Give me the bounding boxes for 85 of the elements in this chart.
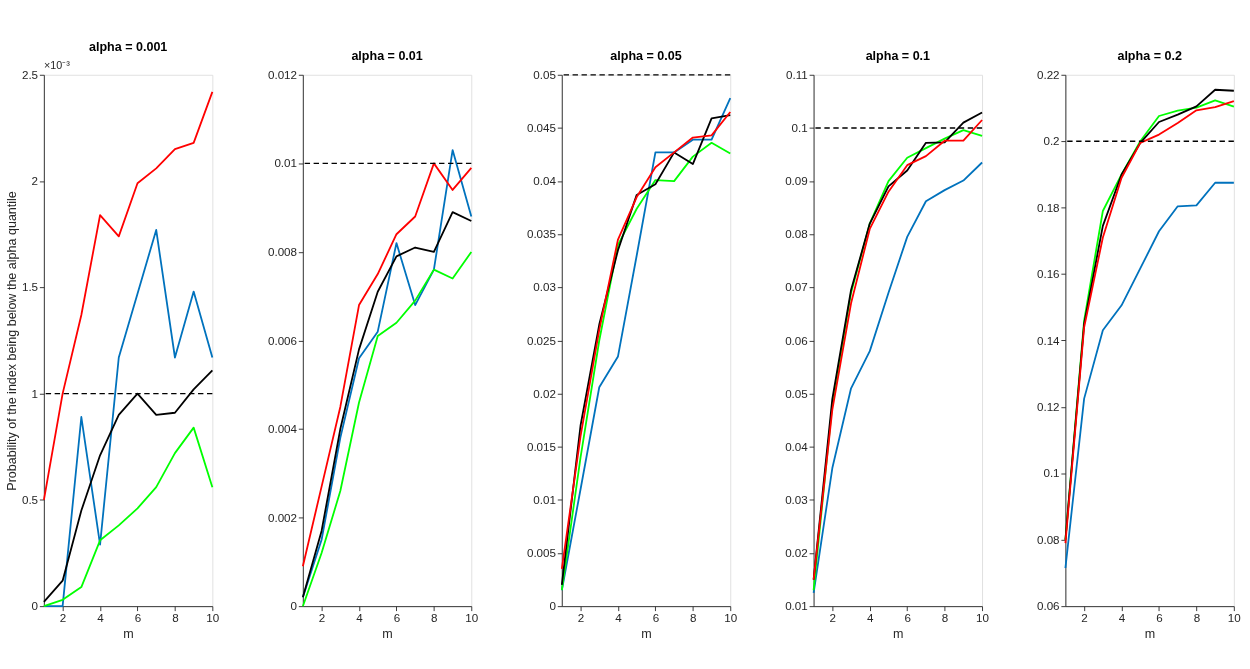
- chart-title: alpha = 0.1: [865, 48, 931, 63]
- y-tick-label: 0.1: [791, 120, 808, 134]
- line-series: [43, 369, 214, 603]
- line-series: [43, 229, 214, 608]
- y-tick-label: 0.01: [785, 599, 808, 613]
- y-tick-label: 0.02: [785, 546, 808, 560]
- y-tick-label: 0.005: [526, 546, 556, 560]
- y-tick-label: 0: [290, 599, 298, 613]
- x-tick-label: 8: [941, 610, 949, 624]
- y-tick-label: 0.1: [1043, 466, 1060, 480]
- x-tick-label: 2: [318, 610, 326, 624]
- x-axis-title: m: [893, 626, 904, 641]
- x-tick-label: 4: [615, 610, 623, 624]
- y-tick-label: 1: [31, 386, 39, 400]
- y-tick-label: 0.035: [526, 227, 556, 241]
- y-tick-label: 2: [31, 174, 39, 188]
- y-tick-label: 0.03: [533, 280, 556, 294]
- x-tick-label: 10: [1227, 610, 1242, 624]
- y-tick-label: 0.04: [533, 174, 557, 188]
- y-tick-label: 2.5: [21, 67, 39, 81]
- x-tick-label: 8: [1193, 610, 1201, 624]
- x-tick-label: 2: [577, 610, 585, 624]
- x-tick-label: 6: [393, 610, 401, 624]
- y-tick-label: 0.09: [785, 174, 808, 188]
- y-tick-label: 0.06: [1036, 599, 1060, 613]
- x-axis-title: m: [382, 626, 393, 641]
- chart-title: alpha = 0.2: [1117, 48, 1182, 63]
- y-tick-label: 0.14: [1036, 333, 1061, 347]
- x-tick-label: 2: [829, 610, 837, 624]
- chart-title: alpha = 0.001: [88, 39, 168, 54]
- y-tick-label: 0.11: [786, 67, 808, 81]
- y-tick-label: 0.05: [533, 67, 556, 81]
- y-tick-label: 0.008: [267, 244, 298, 258]
- x-tick-label: 2: [1081, 610, 1088, 624]
- x-tick-label: 6: [134, 610, 142, 624]
- line-series: [1064, 181, 1235, 569]
- y-tick-label: 0.002: [267, 510, 298, 524]
- y-tick-label: 0.22: [1036, 67, 1060, 81]
- x-axis-title: m: [123, 626, 134, 641]
- y-tick-label: 0.01: [274, 156, 298, 170]
- y-tick-label: 0.07: [785, 280, 808, 294]
- chart-title: alpha = 0.01: [351, 48, 423, 63]
- x-tick-label: 10: [465, 610, 479, 624]
- y-tick-label: 0.03: [785, 492, 808, 506]
- x-axis-title: m: [1144, 626, 1156, 641]
- x-tick-label: 10: [976, 610, 990, 624]
- y-tick-label: 0.004: [267, 422, 298, 436]
- y-tick-label: 1.5: [21, 280, 39, 294]
- x-tick-label: 6: [652, 610, 660, 624]
- x-tick-label: 4: [97, 610, 105, 624]
- y-tick-label: 0.2: [1043, 134, 1060, 148]
- x-tick-label: 4: [866, 610, 874, 624]
- line-series: [43, 90, 214, 501]
- y-tick-label: 0.045: [526, 120, 556, 134]
- x-tick-label: 8: [172, 610, 179, 624]
- x-tick-label: 4: [1118, 610, 1126, 624]
- y-tick-label: 0.08: [1036, 532, 1060, 546]
- y-tick-label: 0.12: [1036, 399, 1060, 413]
- y-tick-label: 0.5: [21, 492, 39, 506]
- x-tick-label: 8: [690, 610, 697, 624]
- y-tick-label: 0.012: [267, 67, 298, 81]
- y-tick-label: 0.16: [1036, 267, 1060, 281]
- text: ×10⁻³: [43, 59, 71, 72]
- x-axis-title: m: [641, 626, 652, 641]
- y-tick-label: 0: [31, 599, 39, 613]
- x-tick-label: 10: [206, 610, 220, 624]
- y-tick-label: 0.025: [526, 333, 556, 347]
- y-tick-label: 0.02: [533, 386, 556, 400]
- y-tick-label: 0.04: [785, 439, 809, 453]
- y-tick-label: 0.01: [533, 492, 556, 506]
- y-tick-label: 0.05: [785, 386, 808, 400]
- y-tick-label: 0: [549, 599, 557, 613]
- x-tick-label: 6: [904, 610, 911, 624]
- x-tick-label: 8: [431, 610, 438, 624]
- y-tick-label: 0.006: [267, 333, 298, 347]
- y-tick-label: 0.06: [785, 333, 808, 347]
- x-tick-label: 4: [356, 610, 364, 624]
- x-tick-label: 6: [1156, 610, 1163, 624]
- chart-title: alpha = 0.05: [610, 48, 682, 63]
- y-axis-title: Probability of the index being below the alpha quantile: [4, 191, 19, 491]
- x-tick-label: 2: [59, 610, 67, 624]
- y-tick-label: 0.18: [1036, 200, 1060, 214]
- y-tick-label: 0.08: [785, 227, 808, 241]
- y-tick-label: 0.015: [526, 439, 556, 453]
- x-tick-label: 10: [724, 610, 738, 624]
